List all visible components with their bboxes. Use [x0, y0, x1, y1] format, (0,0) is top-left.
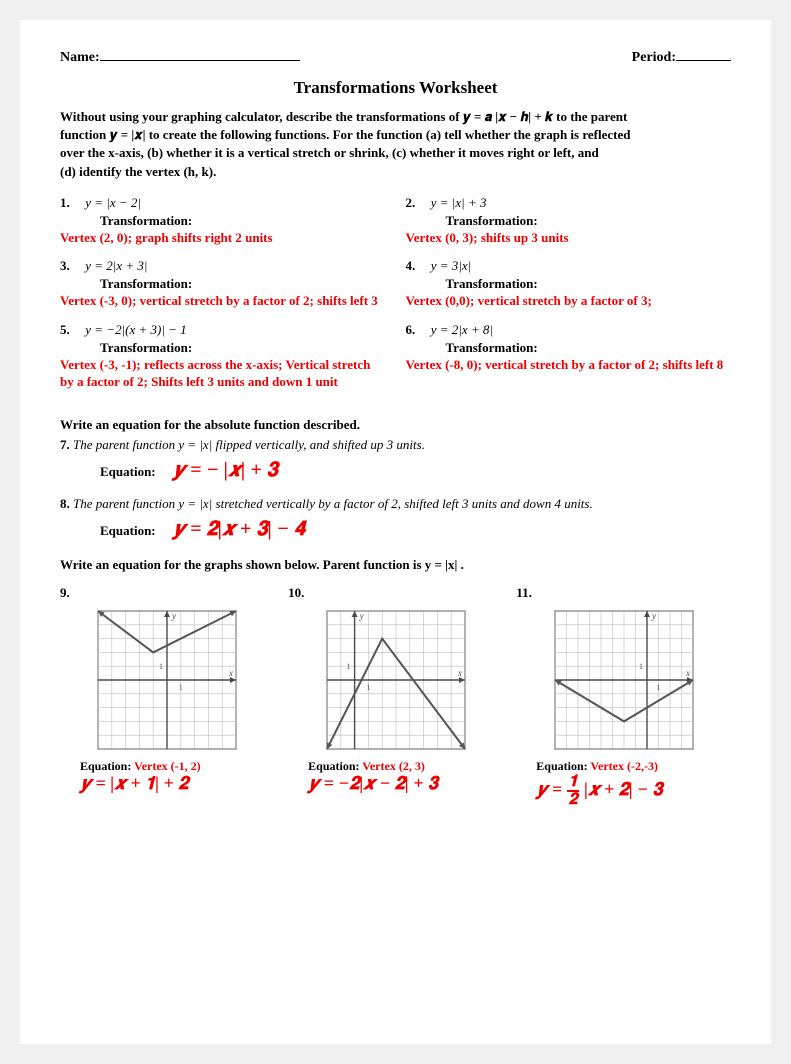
svg-text:x: x	[685, 668, 690, 678]
svg-text:y: y	[651, 611, 656, 621]
transformation-label: Transformation:	[446, 340, 732, 356]
transformation-label: Transformation:	[100, 276, 386, 292]
problem-number: 4.	[406, 258, 428, 274]
question-7: 7. The parent function y = |x| flipped v…	[60, 437, 731, 453]
problem-number: 11.	[516, 585, 532, 600]
problem-equation: y = |x − 2|	[85, 195, 141, 210]
graph-equation: 𝒚 = |𝒙 + 𝟏| + 𝟐	[80, 774, 275, 794]
svg-text:y: y	[171, 611, 176, 621]
problem-equation: y = −2|(x + 3)| − 1	[85, 322, 186, 337]
problem-3: 3. y = 2|x + 3| Transformation: Vertex (…	[60, 258, 386, 310]
svg-text:1: 1	[179, 683, 183, 692]
svg-text:1: 1	[366, 683, 370, 692]
problem-equation: y = 2|x + 8|	[431, 322, 493, 337]
problem-equation: y = 3|x|	[431, 258, 471, 273]
problem-equation: y = |x| + 3	[431, 195, 487, 210]
section-2-heading: Write an equation for the absolute funct…	[60, 417, 731, 433]
section-text: Write an equation for the graphs shown b…	[60, 557, 464, 572]
worksheet-page: Name: Period: Transformations Worksheet …	[20, 20, 771, 1044]
problem-number: 9.	[60, 585, 70, 600]
graph-equation: 𝒚 = −𝟐|𝒙 − 𝟐| + 𝟑	[308, 774, 503, 794]
caption-prefix: Equation:	[80, 759, 134, 773]
transformation-label: Transformation:	[446, 213, 732, 229]
problem-answer: Vertex (-3, -1); reflects across the x-a…	[60, 356, 386, 391]
svg-text:x: x	[228, 668, 233, 678]
graph-11: 11. x y 1 1 Equation: Vertex (-2,-3) 𝒚 = 𝟏𝟐…	[516, 585, 731, 808]
graph-caption: Equation: Vertex (-1, 2)	[80, 759, 275, 774]
problem-answer: Vertex (2, 0); graph shifts right 2 unit…	[60, 229, 386, 247]
graph-10: 10. x y 1 1 Equation: Vertex (2, 3) 𝒚 = −𝟐|…	[288, 585, 503, 808]
period-label: Period:	[632, 50, 731, 66]
name-label: Name:	[60, 50, 300, 66]
question-text: The parent function y = |x| flipped vert…	[73, 437, 425, 452]
svg-text:1: 1	[656, 683, 660, 692]
problem-number: 10.	[288, 585, 304, 600]
equation-label: Equation:	[100, 464, 156, 479]
graph-caption: Equation: Vertex (2, 3)	[308, 759, 503, 774]
header-row: Name: Period:	[60, 50, 731, 66]
question-8: 8. The parent function y = |x| stretched…	[60, 496, 731, 512]
problem-5: 5. y = −2|(x + 3)| − 1 Transformation: V…	[60, 322, 386, 391]
problem-6: 6. y = 2|x + 8| Transformation: Vertex (…	[406, 322, 732, 391]
graph-svg: x y 1 1	[321, 605, 471, 755]
problem-number: 7.	[60, 437, 70, 452]
svg-text:y: y	[358, 611, 363, 621]
problem-equation: y = 2|x + 3|	[85, 258, 147, 273]
intro-line: over the x-axis, (b) whether it is a ver…	[60, 144, 731, 162]
transformation-label: Transformation:	[100, 213, 386, 229]
answer-8: Equation: 𝒚 = 𝟐|𝒙 + 𝟑| − 𝟒	[100, 518, 731, 541]
problem-2: 2. y = |x| + 3 Transformation: Vertex (0…	[406, 195, 732, 247]
graph-svg: x y 1 1	[92, 605, 242, 755]
intro-line: function 𝒚 = |𝒙| to create the following…	[60, 126, 731, 144]
graph-svg: x y 1 1	[549, 605, 699, 755]
transformation-label: Transformation:	[446, 276, 732, 292]
section-3-heading: Write an equation for the graphs shown b…	[60, 557, 731, 573]
problem-number: 1.	[60, 195, 82, 211]
transformation-label: Transformation:	[100, 340, 386, 356]
svg-text:1: 1	[159, 662, 163, 671]
problem-answer: Vertex (0, 3); shifts up 3 units	[406, 229, 732, 247]
svg-text:1: 1	[639, 662, 643, 671]
caption-vertex: Vertex (-1, 2)	[134, 759, 201, 773]
problem-1: 1. y = |x − 2| Transformation: Vertex (2…	[60, 195, 386, 247]
svg-text:x: x	[457, 668, 462, 678]
problem-answer: Vertex (-8, 0); vertical stretch by a fa…	[406, 356, 732, 374]
graph-9: 9. x y 1 1 Equation: Vertex (-1, 2) 𝒚 = |𝒙 …	[60, 585, 275, 808]
problem-answer: Vertex (-3, 0); vertical stretch by a fa…	[60, 292, 386, 310]
caption-prefix: Equation:	[308, 759, 362, 773]
problem-4: 4. y = 3|x| Transformation: Vertex (0,0)…	[406, 258, 732, 310]
problem-number: 3.	[60, 258, 82, 274]
question-text: The parent function y = |x| stretched ve…	[73, 496, 593, 511]
graphs-row: 9. x y 1 1 Equation: Vertex (-1, 2) 𝒚 = |𝒙 …	[60, 585, 731, 808]
graph-equation: 𝒚 = 𝟏𝟐 |𝒙 + 𝟐| − 𝟑	[536, 774, 731, 808]
problem-number: 5.	[60, 322, 82, 338]
graph-caption: Equation: Vertex (-2,-3)	[536, 759, 731, 774]
caption-vertex: Vertex (2, 3)	[362, 759, 425, 773]
intro-line: Without using your graphing calculator, …	[60, 108, 731, 126]
page-title: Transformations Worksheet	[60, 78, 731, 98]
intro-text: Without using your graphing calculator, …	[60, 108, 731, 181]
problem-number: 2.	[406, 195, 428, 211]
problem-number: 8.	[60, 496, 70, 511]
caption-vertex: Vertex (-2,-3)	[590, 759, 658, 773]
equation-label: Equation:	[100, 523, 156, 538]
equation-answer: 𝒚 = − |𝒙| + 𝟑	[173, 459, 278, 481]
intro-line: (d) identify the vertex (h, k).	[60, 163, 731, 181]
equation-answer: 𝒚 = 𝟐|𝒙 + 𝟑| − 𝟒	[173, 518, 305, 540]
problem-number: 6.	[406, 322, 428, 338]
problem-answer: Vertex (0,0); vertical stretch by a fact…	[406, 292, 732, 310]
svg-text:1: 1	[346, 662, 350, 671]
answer-7: Equation: 𝒚 = − |𝒙| + 𝟑	[100, 459, 731, 482]
caption-prefix: Equation:	[536, 759, 590, 773]
problems-grid: 1. y = |x − 2| Transformation: Vertex (2…	[60, 195, 731, 401]
